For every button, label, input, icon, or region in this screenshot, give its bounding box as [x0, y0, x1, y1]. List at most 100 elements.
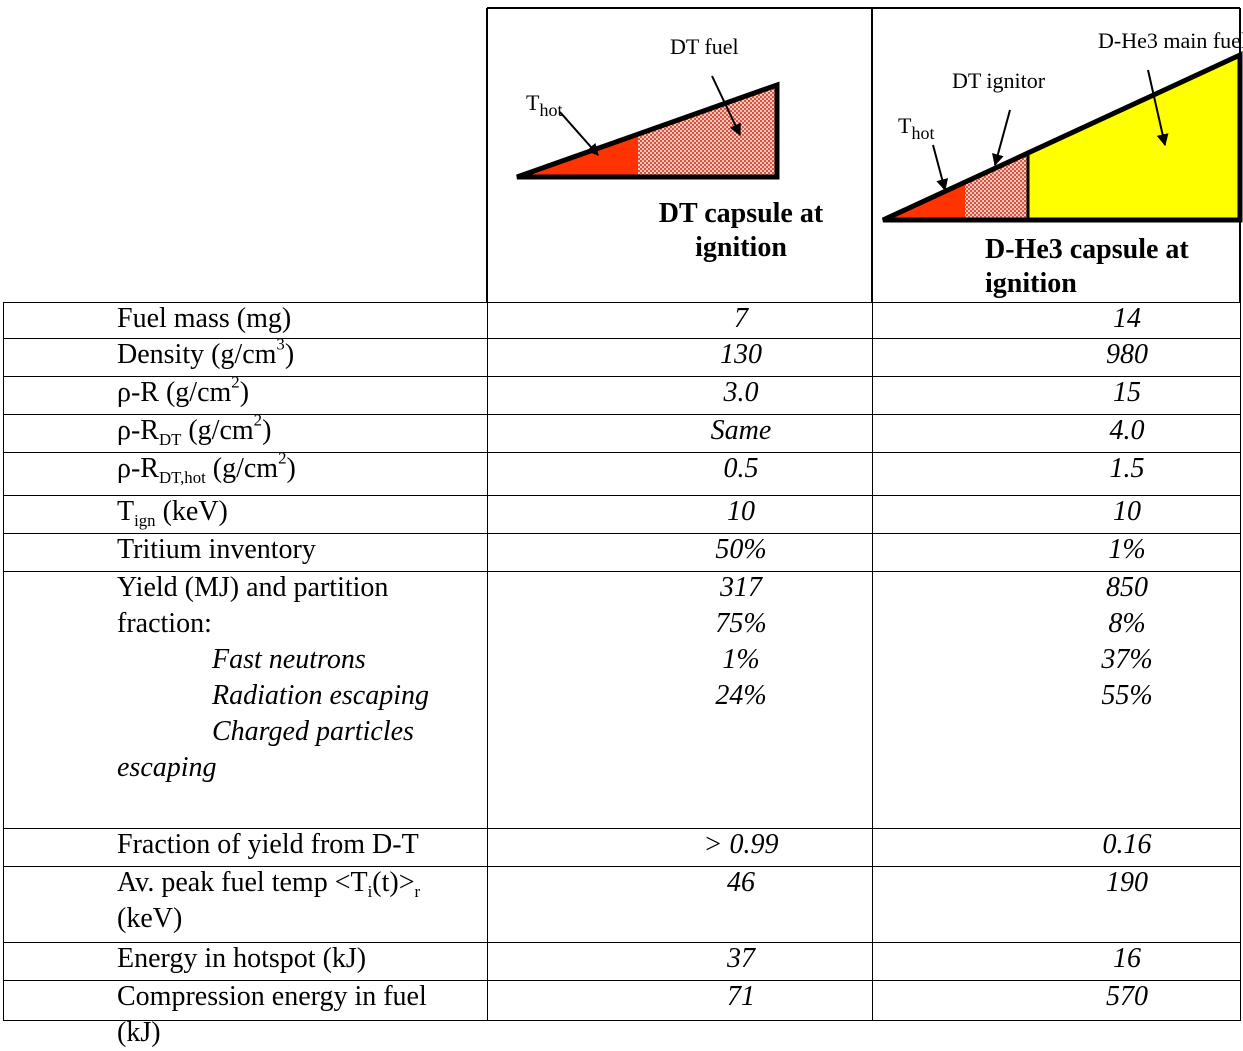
dhe3-hot-label: Thot — [898, 113, 934, 143]
label-part: 2 — [253, 410, 263, 430]
row-label: Yield (MJ) and partition — [117, 570, 388, 606]
column-line — [872, 302, 873, 1021]
main-fuel-label: D-He3 main fuel — [1098, 28, 1243, 53]
label-part: (t)> — [372, 867, 415, 898]
dt-caption: DT capsule at — [659, 198, 824, 229]
row-line — [3, 571, 1241, 572]
dt-fuel-label: DT fuel — [670, 34, 739, 59]
row-line — [3, 376, 1241, 377]
row-label: Fuel mass (mg) — [117, 301, 291, 337]
label-part: (g/cm — [205, 453, 279, 484]
cell-value: 317 — [720, 572, 762, 603]
row-line — [3, 980, 1241, 981]
label-part: Fraction of yield from D-T — [117, 829, 419, 860]
label-part: ) — [239, 377, 250, 408]
row-label: Av. peak fuel temp <Ti(t)>r — [117, 865, 420, 901]
row-label: Radiation escaping — [212, 678, 429, 714]
cell-value: 980 — [1106, 339, 1148, 370]
row-label: Fast neutrons — [212, 642, 366, 678]
cell-value: 130 — [720, 339, 762, 370]
row-label: fraction: — [117, 606, 212, 642]
label-part: ) — [262, 415, 272, 446]
row-label: (keV) — [117, 901, 182, 937]
cell-value: 4.0 — [1109, 415, 1145, 446]
column-line — [3, 302, 4, 1021]
row-line — [3, 866, 1241, 867]
cell-value: 71 — [727, 981, 755, 1012]
row-line — [3, 495, 1241, 496]
row-label: Compression energy in fuel — [117, 979, 427, 1015]
label-part: Tritium inventory — [117, 534, 316, 565]
cell-value: 14 — [1113, 303, 1141, 334]
row-label: escaping — [117, 750, 217, 786]
cell-value: 37 — [727, 943, 755, 974]
cell-value: 1% — [722, 644, 760, 675]
label-part: (kJ) — [117, 1017, 161, 1048]
sub: hot — [539, 100, 562, 120]
row-label: ρ-R (g/cm2) — [117, 372, 250, 411]
cell-value: 24% — [715, 680, 767, 711]
row-line — [3, 338, 1241, 339]
cell-value: 8% — [1108, 608, 1146, 639]
dt-hot-label: Thot — [526, 90, 562, 120]
label-part: 3 — [276, 334, 285, 354]
row-label: Energy in hotspot (kJ) — [117, 941, 366, 977]
label-part: Energy in hotspot (kJ) — [117, 943, 367, 974]
label-part: DT — [158, 429, 182, 449]
label-part: ) — [286, 453, 296, 484]
cell-value: 55% — [1101, 680, 1153, 711]
label-part: (keV) — [117, 903, 183, 934]
label-part: Radiation escaping — [212, 680, 429, 711]
label-part: 2 — [231, 372, 240, 392]
row-label: (kJ) — [117, 1015, 161, 1051]
cell-value: > 0.99 — [703, 829, 779, 860]
row-line — [3, 942, 1241, 943]
row-line — [3, 533, 1241, 534]
row-label: ρ-RDT (g/cm2) — [117, 410, 272, 449]
label-part: r — [414, 881, 421, 901]
cell-value: 1.5 — [1109, 453, 1145, 484]
cell-value: 0.5 — [723, 453, 759, 484]
page: DT fuel Thot DT capsule at ignition D-He… — [3, 7, 1243, 1048]
row-label: Charged particles — [212, 714, 414, 750]
label-part: ign — [134, 510, 156, 530]
cell-value: 190 — [1106, 867, 1148, 898]
cell-value: Same — [710, 415, 772, 446]
label-part: 2 — [278, 448, 287, 468]
cell-value: 1% — [1108, 534, 1146, 565]
ignitor-label: DT ignitor — [952, 68, 1046, 93]
cell-value: 850 — [1106, 572, 1148, 603]
label-part: Density (g/cm — [117, 339, 277, 370]
cell-value: 37% — [1101, 644, 1153, 675]
row-line — [3, 452, 1241, 453]
row-label: Fraction of yield from D-T — [117, 827, 419, 863]
label-part: ρ-R — [117, 415, 159, 446]
dhe3-caption: ignition — [985, 268, 1077, 299]
header-diagrams: DT fuel Thot DT capsule at ignition D-He… — [486, 7, 1243, 302]
row-label: Density (g/cm3) — [117, 334, 295, 373]
label-part: ) — [284, 339, 295, 370]
label-part: Charged particles — [212, 716, 414, 747]
row-line — [3, 414, 1241, 415]
cell-value: 10 — [1113, 496, 1141, 527]
cell-value: 50% — [715, 534, 767, 565]
dhe3-caption: D-He3 capsule at — [985, 234, 1189, 265]
label-part: Yield (MJ) and partition — [117, 572, 389, 603]
cell-value: 16 — [1113, 943, 1141, 974]
label-part: Compression energy in fuel — [117, 981, 427, 1012]
cell-value: 0.16 — [1102, 829, 1152, 860]
label-part: Fast neutrons — [212, 644, 366, 675]
column-line — [1240, 302, 1241, 1021]
cell-value: 46 — [727, 867, 755, 898]
dt-diagram: DT fuel Thot DT capsule at ignition — [516, 34, 824, 263]
label-part: T — [117, 496, 135, 527]
label-part: (g/cm — [181, 415, 254, 446]
cell-value: 10 — [727, 496, 755, 527]
row-label: Tign (keV) — [117, 494, 228, 530]
sub: hot — [911, 123, 934, 143]
cell-value: 3.0 — [723, 377, 759, 408]
label-part: Av. peak fuel temp <T — [117, 867, 368, 898]
row-line — [3, 828, 1241, 829]
t: T — [526, 90, 540, 115]
row-line — [3, 302, 1241, 303]
